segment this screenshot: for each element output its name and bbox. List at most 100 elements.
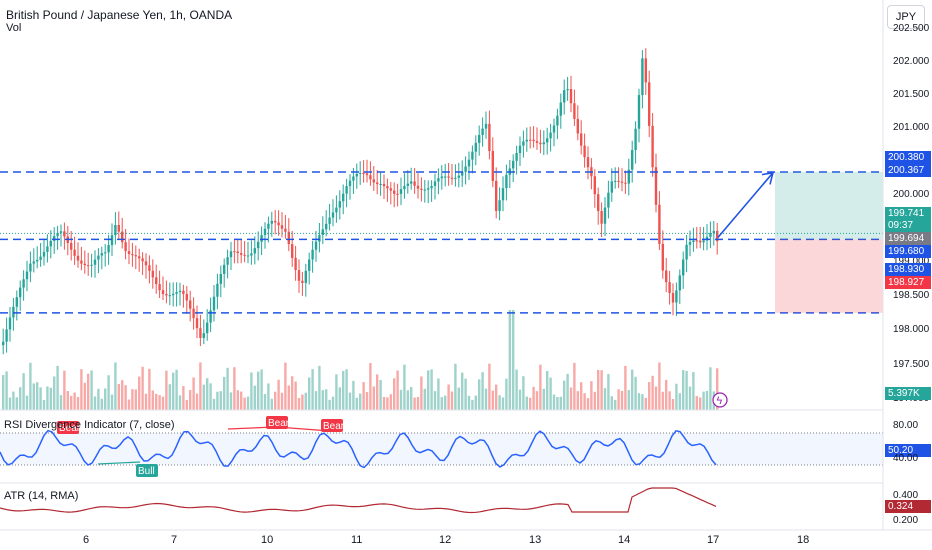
candle-body [498, 200, 501, 211]
volume-bar [195, 393, 199, 410]
volume-bar [617, 389, 620, 410]
candle-body [342, 193, 345, 202]
candle-body [328, 217, 331, 224]
candle-body [716, 230, 719, 242]
volume-bar [236, 390, 239, 410]
candle-body [338, 201, 341, 208]
candle-body [274, 220, 277, 223]
volume-bar [603, 388, 607, 410]
symbol-title[interactable]: British Pound / Japanese Yen, 1h, OANDA [6, 8, 233, 22]
volume-bar [348, 392, 352, 410]
volume-bar [355, 397, 358, 410]
volume-bar [199, 362, 202, 410]
price-label: 200.380 [885, 151, 931, 164]
volume-bar [685, 370, 688, 410]
volume-bar [202, 384, 205, 410]
volume-bar [131, 389, 134, 410]
candle-body [134, 255, 137, 257]
candle-body [461, 171, 464, 176]
candle-body [277, 222, 280, 226]
volume-bar [566, 373, 569, 410]
volume-bar [127, 399, 131, 410]
candle-body [185, 293, 188, 301]
volume-bar [498, 395, 501, 410]
divergence-signal-label: Bear [59, 423, 81, 434]
volume-bar [124, 385, 127, 410]
volume-bar [314, 391, 318, 410]
candle-body [36, 259, 39, 262]
volume-bar [335, 374, 338, 410]
candle-body [542, 142, 545, 145]
candle-body [569, 88, 573, 104]
volume-bar [8, 397, 12, 410]
candle-body [151, 270, 154, 278]
candle-body [270, 220, 273, 224]
volume-bar [576, 391, 579, 410]
volume-bar [495, 384, 498, 410]
candle-body [641, 58, 644, 96]
candle-body [532, 139, 535, 142]
candle-body [59, 231, 63, 233]
candle-body [240, 253, 243, 255]
volume-bar [212, 398, 216, 410]
candle-body [457, 175, 460, 178]
volume-bar [467, 395, 471, 410]
volume-legend[interactable]: Vol [6, 22, 22, 34]
candle-body [223, 264, 226, 274]
volume-bar [705, 390, 709, 410]
volume-bar [372, 386, 375, 410]
volume-bar [641, 394, 644, 410]
volume-bar [287, 385, 290, 410]
candle-body [53, 236, 56, 241]
volume-bar [223, 376, 226, 410]
candle-body [699, 240, 702, 243]
volume-bar [556, 396, 559, 410]
volume-bar [59, 395, 63, 410]
volume-bar [2, 374, 5, 410]
volume-bar [410, 386, 413, 410]
volume-bar [709, 367, 712, 410]
candle-body [661, 243, 664, 271]
currency-button[interactable]: JPY [887, 5, 925, 29]
volume-bar [484, 388, 488, 410]
candle-body [138, 256, 141, 259]
candle-body [678, 275, 681, 291]
candle-body [318, 235, 321, 242]
candle-body [620, 181, 624, 183]
price-tick: 199.000 [893, 256, 930, 267]
volume-bar [165, 370, 168, 410]
candle-body [454, 177, 457, 179]
volume-bar [19, 387, 22, 410]
candle-body [155, 277, 158, 285]
volume-bar [607, 374, 610, 410]
volume-bar [699, 397, 702, 410]
candle-body [644, 58, 647, 83]
candle-body [308, 259, 311, 271]
volume-bar [12, 391, 15, 410]
atr-indicator-title[interactable]: ATR (14, RMA) [4, 490, 79, 502]
volume-bar [433, 391, 437, 410]
candle-body [573, 103, 576, 119]
candle-body [114, 224, 117, 236]
time-tick: 14 [618, 534, 631, 546]
candle-body [250, 253, 253, 256]
volume-bar [362, 382, 365, 410]
volume-bar [63, 370, 66, 410]
volume-bar [569, 387, 573, 410]
volume-bar [454, 363, 457, 410]
rsi-line [0, 429, 717, 469]
volume-bar [175, 369, 178, 410]
volume-bar [427, 370, 430, 410]
volume-bar [250, 372, 253, 410]
volume-bar [512, 310, 515, 410]
volume-bar [440, 397, 443, 410]
rsi-indicator-title[interactable]: RSI Divergence Indicator (7, close) [4, 419, 175, 431]
volume-bar [216, 391, 219, 410]
candle-body [321, 229, 324, 236]
candle-body [688, 241, 692, 245]
volume-bar [70, 395, 73, 410]
volume-bar [318, 365, 321, 410]
candle-body [692, 240, 695, 242]
candle-body [311, 249, 314, 260]
